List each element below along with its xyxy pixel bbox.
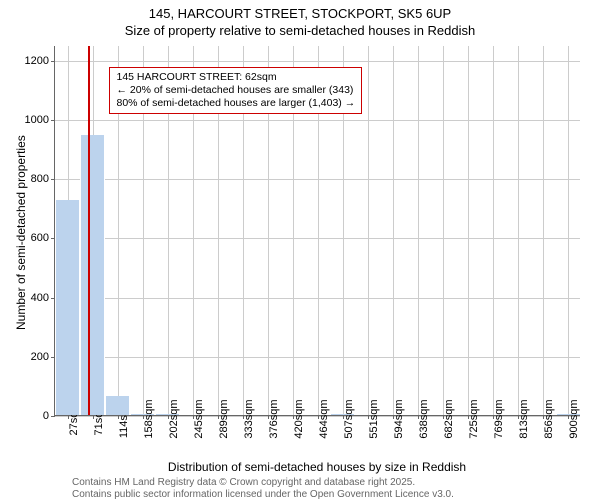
gridline-v <box>443 46 444 415</box>
annotation-line: 145 HARCOURT STREET: 62sqm <box>116 71 355 84</box>
gridline-v <box>568 46 569 415</box>
gridline-v <box>518 46 519 415</box>
histogram-bar <box>330 414 355 415</box>
annotation-line: 80% of semi-detached houses are larger (… <box>116 97 355 110</box>
xtick-label: 289sqm <box>218 399 230 438</box>
title-line2: Size of property relative to semi-detach… <box>0 23 600 40</box>
gridline-v <box>418 46 419 415</box>
xtick-label: 769sqm <box>493 399 505 438</box>
ytick-label: 200 <box>31 351 49 363</box>
gridline-v <box>468 46 469 415</box>
histogram-bar <box>55 200 80 415</box>
histogram-bar <box>105 396 130 415</box>
x-axis-label: Distribution of semi-detached houses by … <box>54 460 580 474</box>
gridline-v <box>393 46 394 415</box>
xtick-label: 551sqm <box>368 399 380 438</box>
xtick-label: 245sqm <box>193 399 205 438</box>
title-line1: 145, HARCOURT STREET, STOCKPORT, SK5 6UP <box>0 6 600 23</box>
ytick-mark <box>51 416 55 417</box>
xtick-label: 856sqm <box>543 399 555 438</box>
footer-attribution: Contains HM Land Registry data © Crown c… <box>72 477 454 501</box>
histogram-bar <box>556 414 581 415</box>
annotation-box: 145 HARCOURT STREET: 62sqm← 20% of semi-… <box>109 67 362 114</box>
chart-title: 145, HARCOURT STREET, STOCKPORT, SK5 6UP… <box>0 0 600 40</box>
ytick-mark <box>51 61 55 62</box>
histogram-bar <box>155 414 180 415</box>
xtick-label: 158sqm <box>143 399 155 438</box>
ytick-label: 400 <box>31 292 49 304</box>
chart-container: 145, HARCOURT STREET, STOCKPORT, SK5 6UP… <box>0 0 600 500</box>
gridline-v <box>493 46 494 415</box>
xtick-label: 725sqm <box>468 399 480 438</box>
annotation-line: ← 20% of semi-detached houses are smalle… <box>116 84 355 97</box>
xtick-label: 507sqm <box>343 399 355 438</box>
histogram-bar <box>130 414 155 415</box>
footer-line-2: Contains public sector information licen… <box>72 489 454 501</box>
footer-line-1: Contains HM Land Registry data © Crown c… <box>72 477 454 489</box>
plot-area: 02004006008001000120027sqm71sqm114sqm158… <box>54 46 580 416</box>
ytick-label: 800 <box>31 173 49 185</box>
gridline-v <box>368 46 369 415</box>
xtick-label: 464sqm <box>318 399 330 438</box>
xtick-label: 376sqm <box>268 399 280 438</box>
xtick-label: 682sqm <box>443 399 455 438</box>
ytick-label: 1200 <box>25 55 49 67</box>
gridline-v <box>543 46 544 415</box>
ytick-label: 0 <box>43 410 49 422</box>
ytick-mark <box>51 179 55 180</box>
xtick-label: 638sqm <box>418 399 430 438</box>
histogram-bar <box>80 135 105 415</box>
ytick-label: 600 <box>31 232 49 244</box>
property-marker-line <box>88 46 90 415</box>
y-axis-label: Number of semi-detached properties <box>14 135 28 330</box>
xtick-label: 420sqm <box>293 399 305 438</box>
ytick-mark <box>51 120 55 121</box>
xtick-label: 813sqm <box>518 399 530 438</box>
ytick-label: 1000 <box>25 114 49 126</box>
xtick-label: 202sqm <box>168 399 180 438</box>
xtick-label: 333sqm <box>243 399 255 438</box>
xtick-label: 900sqm <box>568 399 580 438</box>
xtick-label: 594sqm <box>393 399 405 438</box>
